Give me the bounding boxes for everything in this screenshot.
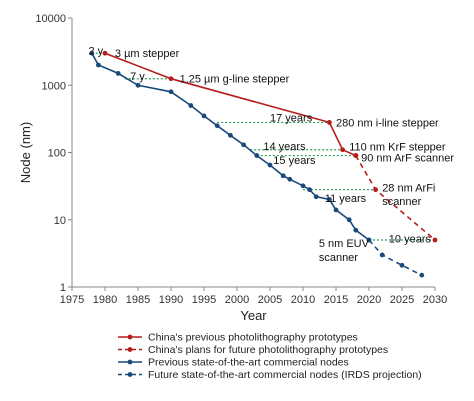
series-point [340, 147, 345, 153]
legend-entry: China's plans for future photolithograph… [148, 344, 388, 356]
series-point [188, 103, 194, 108]
series-point [373, 187, 378, 193]
legend-entry: China's previous photolithography protot… [148, 332, 358, 344]
y-axis-title: Node (nm) [18, 122, 33, 183]
series-point [432, 237, 438, 243]
x-tick-label: 1990 [159, 294, 183, 306]
series-line-2 [91, 52, 370, 241]
legend-swatch-point [127, 372, 133, 377]
series-point [313, 194, 319, 200]
x-tick-label: 1985 [126, 294, 150, 306]
x-axis-title: Year [240, 308, 267, 323]
y-tick-label: 1 [60, 282, 66, 294]
y-tick-label: 100 [48, 148, 66, 160]
series-point [115, 71, 121, 76]
annotation-label: scanner [382, 196, 421, 208]
annotation-label: 3 µm stepper [115, 48, 180, 60]
series-point [89, 50, 95, 56]
series-point [307, 187, 312, 193]
x-tick-label: 2025 [390, 294, 414, 306]
series-point [327, 197, 332, 202]
x-tick-label: 1975 [60, 294, 84, 306]
annotation-label: 11 years [325, 193, 367, 205]
series-point [353, 227, 359, 233]
series-point [366, 237, 372, 243]
series-point [168, 89, 174, 95]
series-point [353, 153, 359, 158]
legend-swatch-point [127, 347, 133, 352]
series-point [333, 207, 339, 213]
series-point [280, 173, 286, 179]
x-tick-label: 2015 [324, 294, 348, 306]
annotations: 2 y 3 µm stepper 7 y 1.25 µm g-line stepper… [89, 45, 455, 264]
legend-swatch-point [127, 359, 133, 365]
annotation-label: 280 nm i-line stepper [336, 117, 439, 129]
series-point [214, 123, 220, 129]
annotation-label: 90 nm ArF scanner [361, 153, 454, 165]
series-point [201, 113, 207, 119]
series-point [419, 272, 425, 278]
series-points [89, 50, 438, 278]
annotation-label: 28 nm ArFi [382, 183, 435, 195]
series-point [287, 176, 293, 182]
y-tick-label: 10 [54, 215, 66, 227]
series-point [254, 153, 260, 158]
y-tick-label: 10000 [35, 13, 66, 25]
x-tick-label: 2020 [357, 294, 381, 306]
series-point [228, 132, 233, 138]
annotation-label: 15 years [273, 155, 316, 167]
x-tick-label: 2005 [258, 294, 282, 306]
legend-entry: Future state-of-the-art commercial nodes… [148, 369, 422, 381]
series-point [135, 82, 141, 88]
series-point [399, 262, 405, 268]
series-line-3 [368, 239, 423, 276]
series-point [241, 142, 247, 148]
annotation-label: 10 years [389, 233, 432, 245]
series-point [327, 120, 332, 125]
gap-lines [91, 52, 435, 241]
legend: China's previous photolithography protot… [118, 332, 422, 381]
series-point [300, 183, 306, 189]
annotation-label: 17 years [270, 113, 313, 125]
series-point [379, 252, 385, 258]
x-tick-label: 2000 [225, 294, 249, 306]
series-point [267, 162, 273, 168]
y-tick-label: 1000 [42, 80, 66, 92]
x-tick-label: 2030 [423, 294, 447, 306]
x-tick-label: 1980 [93, 294, 117, 306]
annotation-label: 1.25 µm g-line stepper [180, 74, 290, 86]
annotation-label: 110 nm KrF stepper [349, 142, 446, 154]
series-point [346, 217, 352, 223]
series-line-0 [104, 52, 357, 157]
series-point [96, 62, 101, 68]
axes: 1975 1980 1985 1990 1995 2000 2005 2010 2015 2020… [35, 13, 447, 306]
annotation-label: scanner [319, 252, 358, 264]
annotation-label: 14 years [263, 141, 306, 153]
legend-swatch-point [127, 334, 133, 340]
annotation-label: 5 nm EUV [319, 238, 370, 250]
x-tick-label: 1995 [192, 294, 216, 306]
x-tick-label: 2010 [291, 294, 315, 306]
annotation-label: 7 y [130, 71, 145, 83]
series-point [102, 50, 108, 56]
legend-entry: Previous state-of-the-art commercial nod… [148, 357, 349, 369]
series-point [168, 76, 174, 82]
annotation-label: 2 y [89, 45, 104, 57]
